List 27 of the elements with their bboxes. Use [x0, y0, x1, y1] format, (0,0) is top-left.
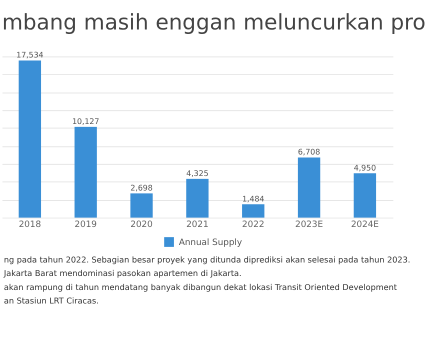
data-label: 6,708	[298, 148, 320, 157]
bar	[130, 193, 153, 218]
bar	[18, 60, 42, 218]
text: Jakarta Barat mendominasi pasokan apartemen di Jakarta.	[2, 268, 242, 278]
data-label: 4,325	[186, 168, 209, 178]
bar	[298, 158, 320, 218]
x-tick-label: 2020	[130, 220, 153, 230]
x-tick-label: 2019	[74, 220, 97, 230]
data-label: 10,127	[72, 116, 100, 126]
x-tick-label: 2022	[242, 220, 264, 230]
bar	[186, 178, 209, 218]
data-label: 2,698	[130, 183, 153, 192]
chart-title: mbang masih enggan meluncurkan pro	[2, 10, 426, 36]
legend-label: Annual Supply	[178, 238, 242, 248]
bar	[74, 126, 97, 218]
x-tick-label: 2021	[186, 220, 209, 230]
text: akan rampung di tahun mendatang banyak dibangun dekat lokasi Transit Oriented Development	[4, 282, 397, 292]
text: ng pada tahun 2022. Sebagian besar proyek yang ditunda diprediksi akan selesai pada tahun 2023.	[4, 254, 410, 265]
x-tick-label: 2023E	[295, 220, 324, 230]
text: an Stasiun LRT Ciracas.	[4, 296, 99, 306]
bar	[242, 204, 264, 218]
x-tick-label: 2018	[18, 220, 42, 230]
data-label: 17,534	[16, 50, 44, 60]
data-label: 4,950	[354, 163, 376, 172]
bar	[354, 173, 376, 218]
data-label: 1,484	[242, 194, 264, 204]
x-tick-label: 2024E	[350, 220, 379, 230]
